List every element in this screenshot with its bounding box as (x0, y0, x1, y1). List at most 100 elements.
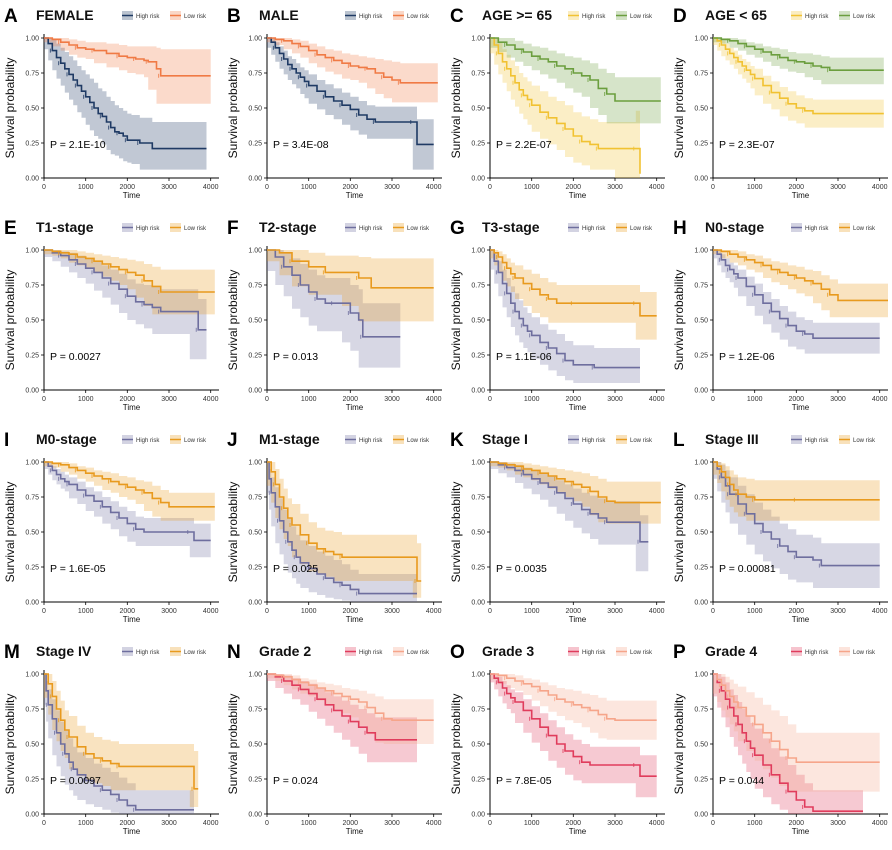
legend-low-label: Low risk (853, 14, 876, 20)
high-risk-ci-band (44, 674, 194, 814)
panel-L: L Stage III High risk Low risk 0.00 0.25 0.50 0… (672, 430, 888, 624)
legend-high-label: High risk (805, 650, 829, 656)
legend-high-label: High risk (136, 438, 160, 444)
y-tick-label: 0.00 (248, 176, 262, 183)
panel-O: O Grade 3 High risk Low risk 0.00 0.25 0.50 0.7… (449, 642, 665, 836)
x-tick-label: 0 (42, 396, 46, 403)
high-risk-ci-band (713, 250, 880, 354)
panel-letter: P (673, 642, 686, 663)
x-tick-label: 4000 (649, 184, 665, 191)
high-risk-curve (44, 249, 207, 331)
low-risk-ci-band (267, 250, 434, 322)
high-risk-curve (490, 37, 641, 174)
x-axis-label: Time (123, 191, 141, 200)
y-tick-label: 0.50 (248, 318, 262, 325)
low-risk-curve (44, 249, 215, 293)
x-tick-label: 4000 (203, 396, 219, 403)
x-tick-label: 3000 (384, 608, 400, 615)
panel-C: C AGE >= 65 High risk Low risk 0.00 0.25 0.50 0… (449, 6, 665, 200)
y-tick-label: 0.00 (25, 176, 39, 183)
x-tick-label: 3000 (607, 396, 623, 403)
low-risk-ci-band (490, 462, 661, 524)
x-tick-label: 1000 (301, 820, 317, 827)
panel-title: T3-stage (482, 219, 540, 235)
low-risk-curve (490, 673, 657, 721)
panel-letter: H (673, 218, 687, 239)
x-axis-label: Time (792, 191, 810, 200)
y-tick-label: 0.25 (248, 565, 262, 572)
panel-M: M Stage IV High risk Low risk 0.00 0.25 0.50 0.… (3, 642, 219, 836)
x-axis-label: Time (346, 403, 364, 412)
x-tick-label: 4000 (203, 608, 219, 615)
p-value: P = 0.0035 (496, 563, 547, 575)
y-tick-label: 0.25 (471, 777, 485, 784)
x-tick-label: 2000 (566, 608, 582, 615)
panel-title: T1-stage (36, 219, 94, 235)
x-axis-label: Time (792, 615, 810, 624)
y-tick-label: 0.00 (694, 600, 708, 607)
x-tick-label: 2000 (566, 184, 582, 191)
x-axis-label: Time (569, 191, 587, 200)
y-tick-label: 0.75 (25, 71, 39, 78)
y-tick-label: 1.00 (471, 36, 485, 43)
panel-title: M1-stage (259, 431, 320, 447)
x-tick-label: 2000 (343, 184, 359, 191)
y-tick-label: 0.25 (694, 777, 708, 784)
panel-title: Grade 4 (705, 643, 757, 659)
legend-low-label: Low risk (184, 226, 207, 232)
low-risk-curve (267, 37, 438, 84)
x-tick-label: 4000 (426, 820, 442, 827)
p-value: P = 0.024 (273, 775, 318, 787)
x-tick-label: 4000 (426, 184, 442, 191)
x-axis-label: Time (792, 827, 810, 836)
legend-low-label: Low risk (407, 650, 430, 656)
x-tick-label: 1000 (524, 396, 540, 403)
low-risk-ci-band (44, 250, 215, 315)
high-risk-ci-band (713, 462, 880, 588)
x-tick-label: 1000 (524, 820, 540, 827)
high-risk-ci-band (44, 250, 207, 360)
x-tick-label: 3000 (384, 396, 400, 403)
p-value: P = 2.2E-07 (496, 139, 552, 151)
panel-title: Grade 3 (482, 643, 534, 659)
x-tick-label: 1000 (78, 396, 94, 403)
p-value: P = 1.6E-05 (50, 563, 106, 575)
low-risk-curve (267, 673, 434, 721)
low-risk-curve (267, 249, 434, 289)
x-tick-label: 4000 (649, 820, 665, 827)
low-risk-curve (44, 37, 211, 77)
panel-K: K Stage I High risk Low risk 0.00 0.25 0.50 0.7… (449, 430, 665, 624)
legend-low-label: Low risk (853, 438, 876, 444)
low-risk-ci-band (44, 38, 211, 104)
panel-letter: J (227, 430, 238, 451)
y-axis-label: Survival probability (3, 270, 17, 371)
y-axis-label: Survival probability (672, 270, 686, 371)
x-tick-label: 0 (265, 820, 269, 827)
legend-low-label: Low risk (407, 438, 430, 444)
x-tick-label: 2000 (789, 396, 805, 403)
x-tick-label: 1000 (747, 608, 763, 615)
x-tick-label: 3000 (830, 396, 846, 403)
y-tick-label: 1.00 (471, 672, 485, 679)
y-tick-label: 1.00 (248, 672, 262, 679)
x-tick-label: 2000 (789, 608, 805, 615)
x-axis-label: Time (346, 191, 364, 200)
y-tick-label: 0.25 (25, 565, 39, 572)
low-risk-ci-band (490, 674, 657, 740)
panel-B: B MALE High risk Low risk 0.00 0.25 0.50 0.75 1.… (226, 6, 442, 200)
panel-title: AGE >= 65 (482, 7, 552, 23)
y-tick-label: 0.75 (248, 707, 262, 714)
y-tick-label: 0.00 (25, 812, 39, 819)
y-tick-label: 0.50 (248, 742, 262, 749)
panel-H: H N0-stage High risk Low risk 0.00 0.25 0.50 0.… (672, 218, 888, 412)
x-tick-label: 0 (488, 184, 492, 191)
y-tick-label: 0.25 (25, 777, 39, 784)
y-tick-label: 0.50 (25, 530, 39, 537)
high-risk-curve (267, 673, 417, 741)
y-axis-label: Survival probability (449, 482, 463, 583)
y-tick-label: 1.00 (471, 248, 485, 255)
legend-high-label: High risk (582, 438, 606, 444)
legend-high-label: High risk (805, 226, 829, 232)
legend-high-label: High risk (805, 14, 829, 20)
y-tick-label: 0.50 (471, 742, 485, 749)
